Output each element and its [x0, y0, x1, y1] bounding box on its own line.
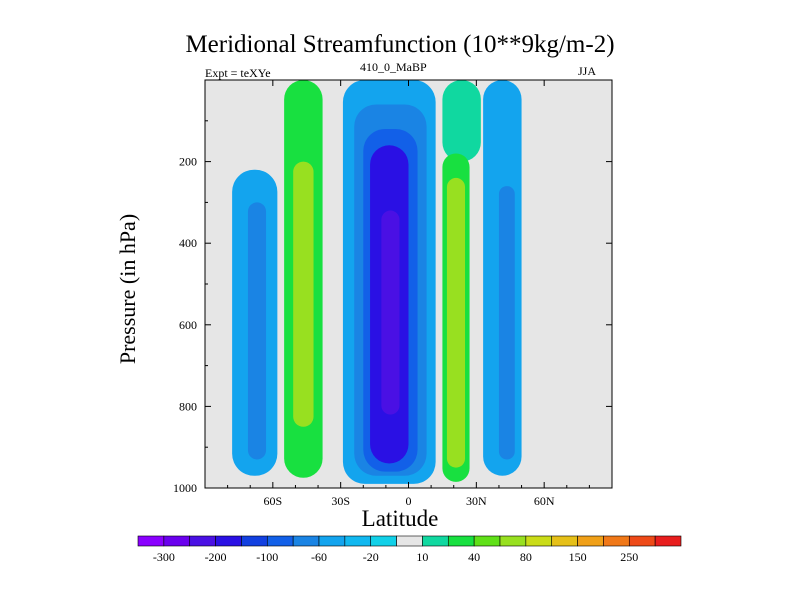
colorbar-swatch: [473, 535, 501, 547]
period-label: 410_0_MaBP: [360, 60, 427, 74]
y-tick-label: 200: [179, 155, 197, 169]
colorbar-swatch: [422, 535, 449, 547]
colorbar-label: 250: [620, 550, 638, 564]
contour-hadley-cell-peak: [381, 210, 400, 415]
y-tick-label: 1000: [173, 481, 197, 495]
colorbar-swatch: [654, 535, 682, 547]
colorbar-swatch: [603, 535, 630, 547]
colorbar-label: -200: [205, 550, 227, 564]
colorbar-swatch: [628, 535, 656, 547]
colorbar-swatch: [318, 535, 346, 547]
contour-nh-cell-top: [442, 80, 481, 162]
colorbar-label: -20: [363, 550, 379, 564]
colorbar-swatch: [447, 535, 475, 547]
colorbar: -300 -200 -100 -60 -20 10 40 80 150 250: [137, 535, 682, 564]
experiment-label: Expt = teXYe: [205, 66, 271, 80]
colorbar-swatch: [370, 535, 397, 547]
x-tick-label: 30N: [466, 494, 487, 508]
colorbar-swatch: [551, 535, 578, 547]
contour-sh-outer-cell-core: [247, 202, 267, 460]
contour-nh-outer-cell-core: [498, 186, 515, 460]
colorbar-swatch: [577, 535, 604, 547]
y-tick-label: 600: [179, 318, 197, 332]
colorbar-label: -300: [153, 550, 175, 564]
colorbar-swatch: [163, 535, 191, 547]
colorbar-swatch: [499, 535, 527, 547]
colorbar-label: 10: [416, 550, 428, 564]
colorbar-swatch: [215, 535, 242, 547]
y-tick-label: 800: [179, 399, 197, 413]
colorbar-swatch: [189, 535, 216, 547]
contour-nh-cell-core: [446, 177, 466, 468]
colorbar-swatch: [137, 535, 165, 547]
x-tick-label: 30S: [331, 494, 350, 508]
y-axis-ticks: 200 400 600 800 1000: [173, 120, 612, 495]
x-tick-label: 0: [406, 494, 412, 508]
colorbar-swatch: [241, 535, 268, 547]
colorbar-swatch: [292, 535, 320, 547]
season-label: JJA: [578, 64, 597, 78]
contour-sh-ferrel-cell-core: [293, 161, 314, 427]
colorbar-swatch: [344, 535, 372, 547]
y-tick-label: 400: [179, 236, 197, 250]
colorbar-swatch: [396, 535, 423, 547]
contour-regions: [232, 80, 522, 484]
x-axis-label: Latitude: [361, 506, 439, 531]
colorbar-swatch: [266, 535, 294, 547]
x-axis-ticks: 60S 30S 0 30N 60N: [227, 80, 590, 508]
colorbar-swatch: [525, 535, 553, 547]
x-tick-label: 60N: [534, 494, 555, 508]
colorbar-label: 80: [520, 550, 532, 564]
chart-title: Meridional Streamfunction (10**9kg/m-2): [185, 31, 615, 58]
colorbar-label: -100: [256, 550, 278, 564]
colorbar-label: -60: [311, 550, 327, 564]
colorbar-label: 40: [468, 550, 480, 564]
colorbar-label: 150: [569, 550, 587, 564]
x-tick-label: 60S: [263, 494, 282, 508]
